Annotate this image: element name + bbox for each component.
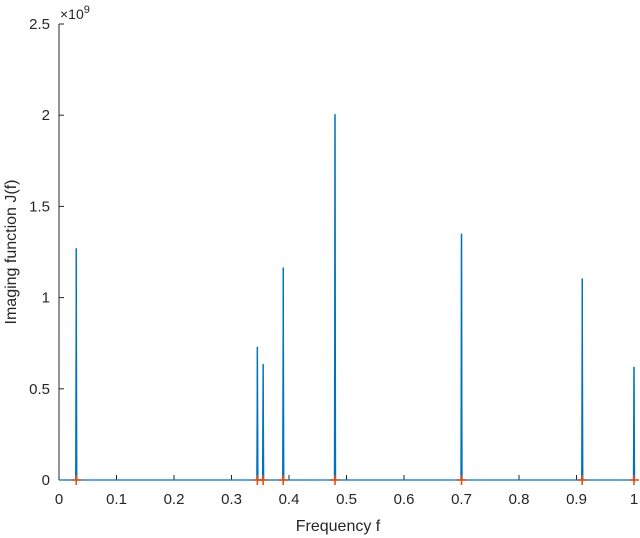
x-axis-label: Frequency f <box>296 518 381 535</box>
x-tick-label: 0.1 <box>106 491 127 508</box>
x-tick-label: 0.6 <box>394 491 415 508</box>
plus-marker <box>278 475 289 485</box>
x-tick-label: 0.7 <box>451 491 472 508</box>
y-exponent-power: 9 <box>84 4 90 16</box>
y-axis-label: Imaging function J(f) <box>3 180 20 325</box>
x-tick-label: 0.4 <box>279 491 300 508</box>
plus-marker <box>629 475 639 485</box>
x-tick-label: 0.8 <box>509 491 530 508</box>
plot-area <box>59 114 639 485</box>
y-tick-label: 1.5 <box>29 198 50 215</box>
y-tick-label: 2 <box>42 107 50 124</box>
x-tick-label: 0.3 <box>221 491 242 508</box>
plus-marker <box>456 475 467 485</box>
x-tick-label: 0.5 <box>336 491 357 508</box>
x-tick-label: 1 <box>630 491 638 508</box>
y-exponent-label: ×109 <box>60 4 90 22</box>
x-tick-label: 0.2 <box>164 491 185 508</box>
y-exponent-base: ×10 <box>60 6 84 22</box>
plus-marker <box>71 475 82 485</box>
x-tick-label: 0 <box>55 491 63 508</box>
y-tick-label: 0.5 <box>29 381 50 398</box>
plus-marker <box>330 475 340 485</box>
plus-marker <box>577 475 588 485</box>
y-tick-label: 1 <box>42 290 50 307</box>
axes: 0 0.1 0.2 0.3 0.4 0.5 0.6 0.7 0.8 0.9 1 0 0.5 1 1.5 2 2.… <box>29 16 638 508</box>
series-line <box>59 114 636 481</box>
y-tick-label: 2.5 <box>29 16 50 33</box>
plus-marker <box>258 475 269 485</box>
x-tick-label: 0.9 <box>566 491 587 508</box>
y-tick-label: 0 <box>42 472 50 489</box>
